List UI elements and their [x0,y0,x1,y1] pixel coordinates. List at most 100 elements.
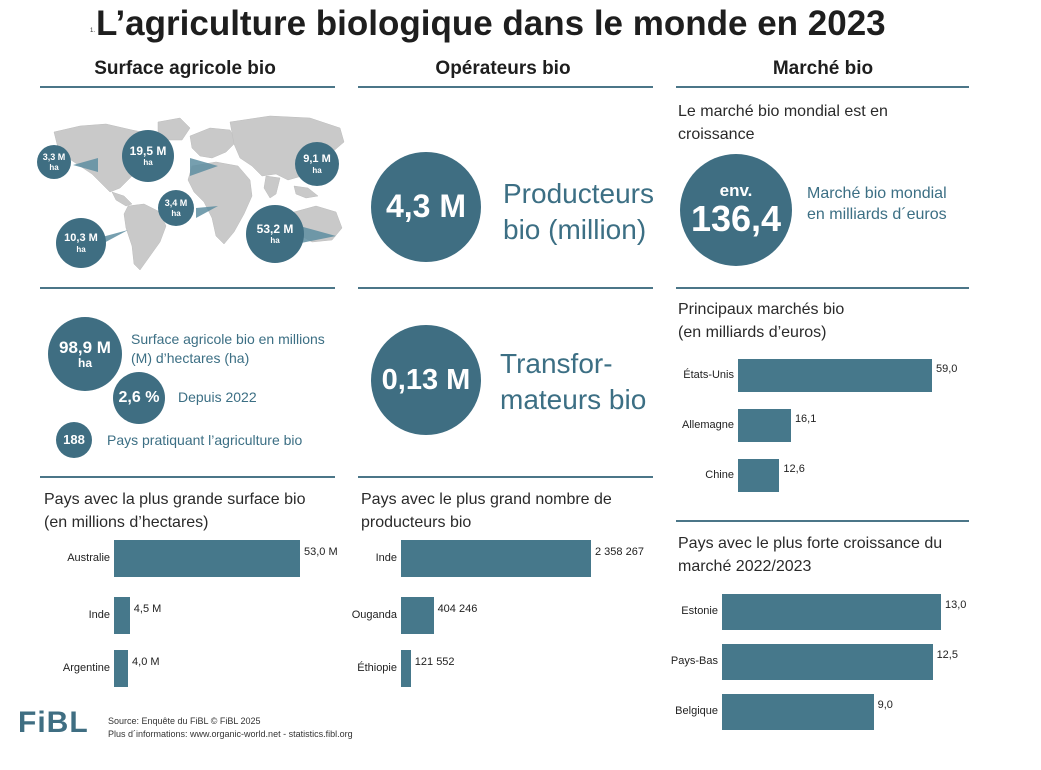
map-region-value: 19,5 M [129,143,167,158]
chart-markets: États-Unis 59,0 Allemagne 16,1 Chine 12,6 [670,355,970,500]
market-circle-value: 136,4 [690,198,782,240]
bar [738,359,932,392]
bar-category-label: Estonie [681,605,718,617]
rule-market-low [676,520,969,522]
producers-circle: 4,3 M [371,152,481,262]
bar-category-label: Australie [67,551,110,564]
rule-market-top [676,86,969,88]
bar-value-label: 4,5 M [133,602,162,615]
map-region-value: 9,1 M [303,153,331,166]
bar-category-label: Allemagne [682,418,734,431]
map-region-value: 3,3 M [42,152,66,163]
market-circle-label-line-2: en milliards d´euros [807,206,947,223]
chart-subtitle: marché 2022/2023 [678,558,812,575]
producers-value: 4,3 M [385,188,467,225]
map-region-circle: 3,4 M ha [158,190,194,226]
market-circle-prefix: env. [719,181,753,201]
surface-area-circle: 98,9 M ha [48,317,122,391]
bar [401,540,591,577]
map-region-circle: 19,5 M ha [122,130,174,182]
market-circle: env. 136,4 [680,154,792,266]
bar [738,409,791,442]
market-intro: Le marché bio mondial est en croissance [678,100,968,146]
chart-subtitle: (en millions d’hectares) [44,514,209,531]
footer-text: Source: Enquête du FiBL © FiBL 2025 Plus… [108,715,353,741]
bar-category-label: Inde [88,608,110,621]
bar-category-label: Ouganda [351,608,397,621]
map-region-unit: ha [143,158,153,168]
bar-category-label: Inde [375,551,397,564]
map-region-unit: ha [171,208,181,218]
market-circle-label: Marché bio mondial en milliards d´euros [807,183,947,225]
map-region-circle: 53,2 M ha [246,205,304,263]
market-circle-label-line-1: Marché bio mondial [807,185,947,202]
processors-label: Transfor- mateurs bio [500,346,646,418]
rule-operators-top [358,86,653,88]
map-region-unit: ha [49,162,59,172]
chart-surface: Australie 53,0 M Inde 4,5 M Argentine 4,0 M [40,540,340,695]
bar-value-label: 2 358 267 [595,545,644,558]
chart-growth: Estonie 13,0 Pays-Bas 12,5 Belgique 9,0 [670,592,970,737]
rule-surface-mid [40,287,335,289]
bar-value-label: 59,0 [936,362,958,375]
producers-label: Producteurs bio (million) [503,176,654,248]
bar-category-label: Pays-Bas [670,655,718,667]
chart-title: Pays avec la plus grande surface bio [44,491,306,508]
chart-title: Principaux marchés bio [678,301,845,318]
growth-value: 2,6 % [118,388,160,406]
countries-circle: 188 [56,422,92,458]
market-intro-line-2: croissance [678,126,755,143]
processors-value: 0,13 M [381,363,471,396]
column-header-operators: Opérateurs bio [435,58,571,79]
chart-heading-producers: Pays avec le plus grand nombre de produc… [361,488,656,534]
bar [114,597,130,634]
bar-category-label: Éthiopie [357,661,397,674]
bar-category-label: Chine [705,468,734,481]
bar-value-label: 12,5 [936,649,958,661]
bar-value-label: 13,0 [945,599,967,611]
bar [401,597,434,634]
page-title: L’agriculture biologique dans le monde e… [96,4,886,43]
rule-operators-mid [358,287,653,289]
map-region-circle: 3,3 M ha [37,145,71,179]
map-region-unit: ha [270,236,280,246]
fibl-logo: FiBL [18,706,89,739]
chart-heading-growth: Pays avec le plus forte croissance du ma… [678,532,968,578]
bar-value-label: 53,0 M [304,545,338,558]
producers-label-line-1: Producteurs [503,178,654,209]
footer-info: Plus d´informations: www.organic-world.n… [108,729,353,739]
footer-source: Source: Enquête du FiBL © FiBL 2025 [108,716,261,726]
chart-heading-surface: Pays avec la plus grande surface bio (en… [44,488,334,534]
map-region-unit: ha [312,165,322,175]
rule-market-mid [676,287,969,289]
surface-area-value: 98,9 M [59,337,111,357]
processors-label-line-2: mateurs bio [500,384,647,415]
processors-circle: 0,13 M [371,325,481,435]
bar [722,694,874,730]
map-region-value: 10,3 M [64,232,98,245]
market-intro-line-1: Le marché bio mondial est en [678,103,888,120]
surface-area-unit: ha [77,355,92,370]
surface-area-label: Surface agricole bio en millions (M) d’h… [131,331,325,366]
growth-circle: 2,6 % [113,372,165,424]
countries-label: Pays pratiquant l’agriculture bio [107,432,303,448]
bar [722,644,933,680]
bar-value-label: 121 552 [414,655,455,668]
producers-label-line-2: bio (million) [503,214,647,245]
bar-category-label: États-Unis [683,368,734,381]
bar-category-label: Belgique [675,705,718,717]
title-mark: 1. [90,28,96,34]
map-region-circle: 9,1 M ha [295,142,339,186]
chart-subtitle: producteurs bio [361,514,472,531]
map-region-value: 53,2 M [256,221,294,236]
bar [114,540,300,577]
chart-producers: Inde 2 358 267 Ouganda 404 246 Éthiopie 121 5… [340,540,655,695]
chart-title: Pays avec le plus forte croissance du [678,535,943,552]
countries-value: 188 [63,432,85,448]
chart-heading-markets: Principaux marchés bio (en milliards d’e… [678,298,968,344]
rule-surface-low [40,476,335,478]
rule-surface-top [40,86,335,88]
map-region-value: 3,4 M [164,198,188,209]
bar [114,650,129,687]
processors-label-line-1: Transfor- [500,348,613,379]
